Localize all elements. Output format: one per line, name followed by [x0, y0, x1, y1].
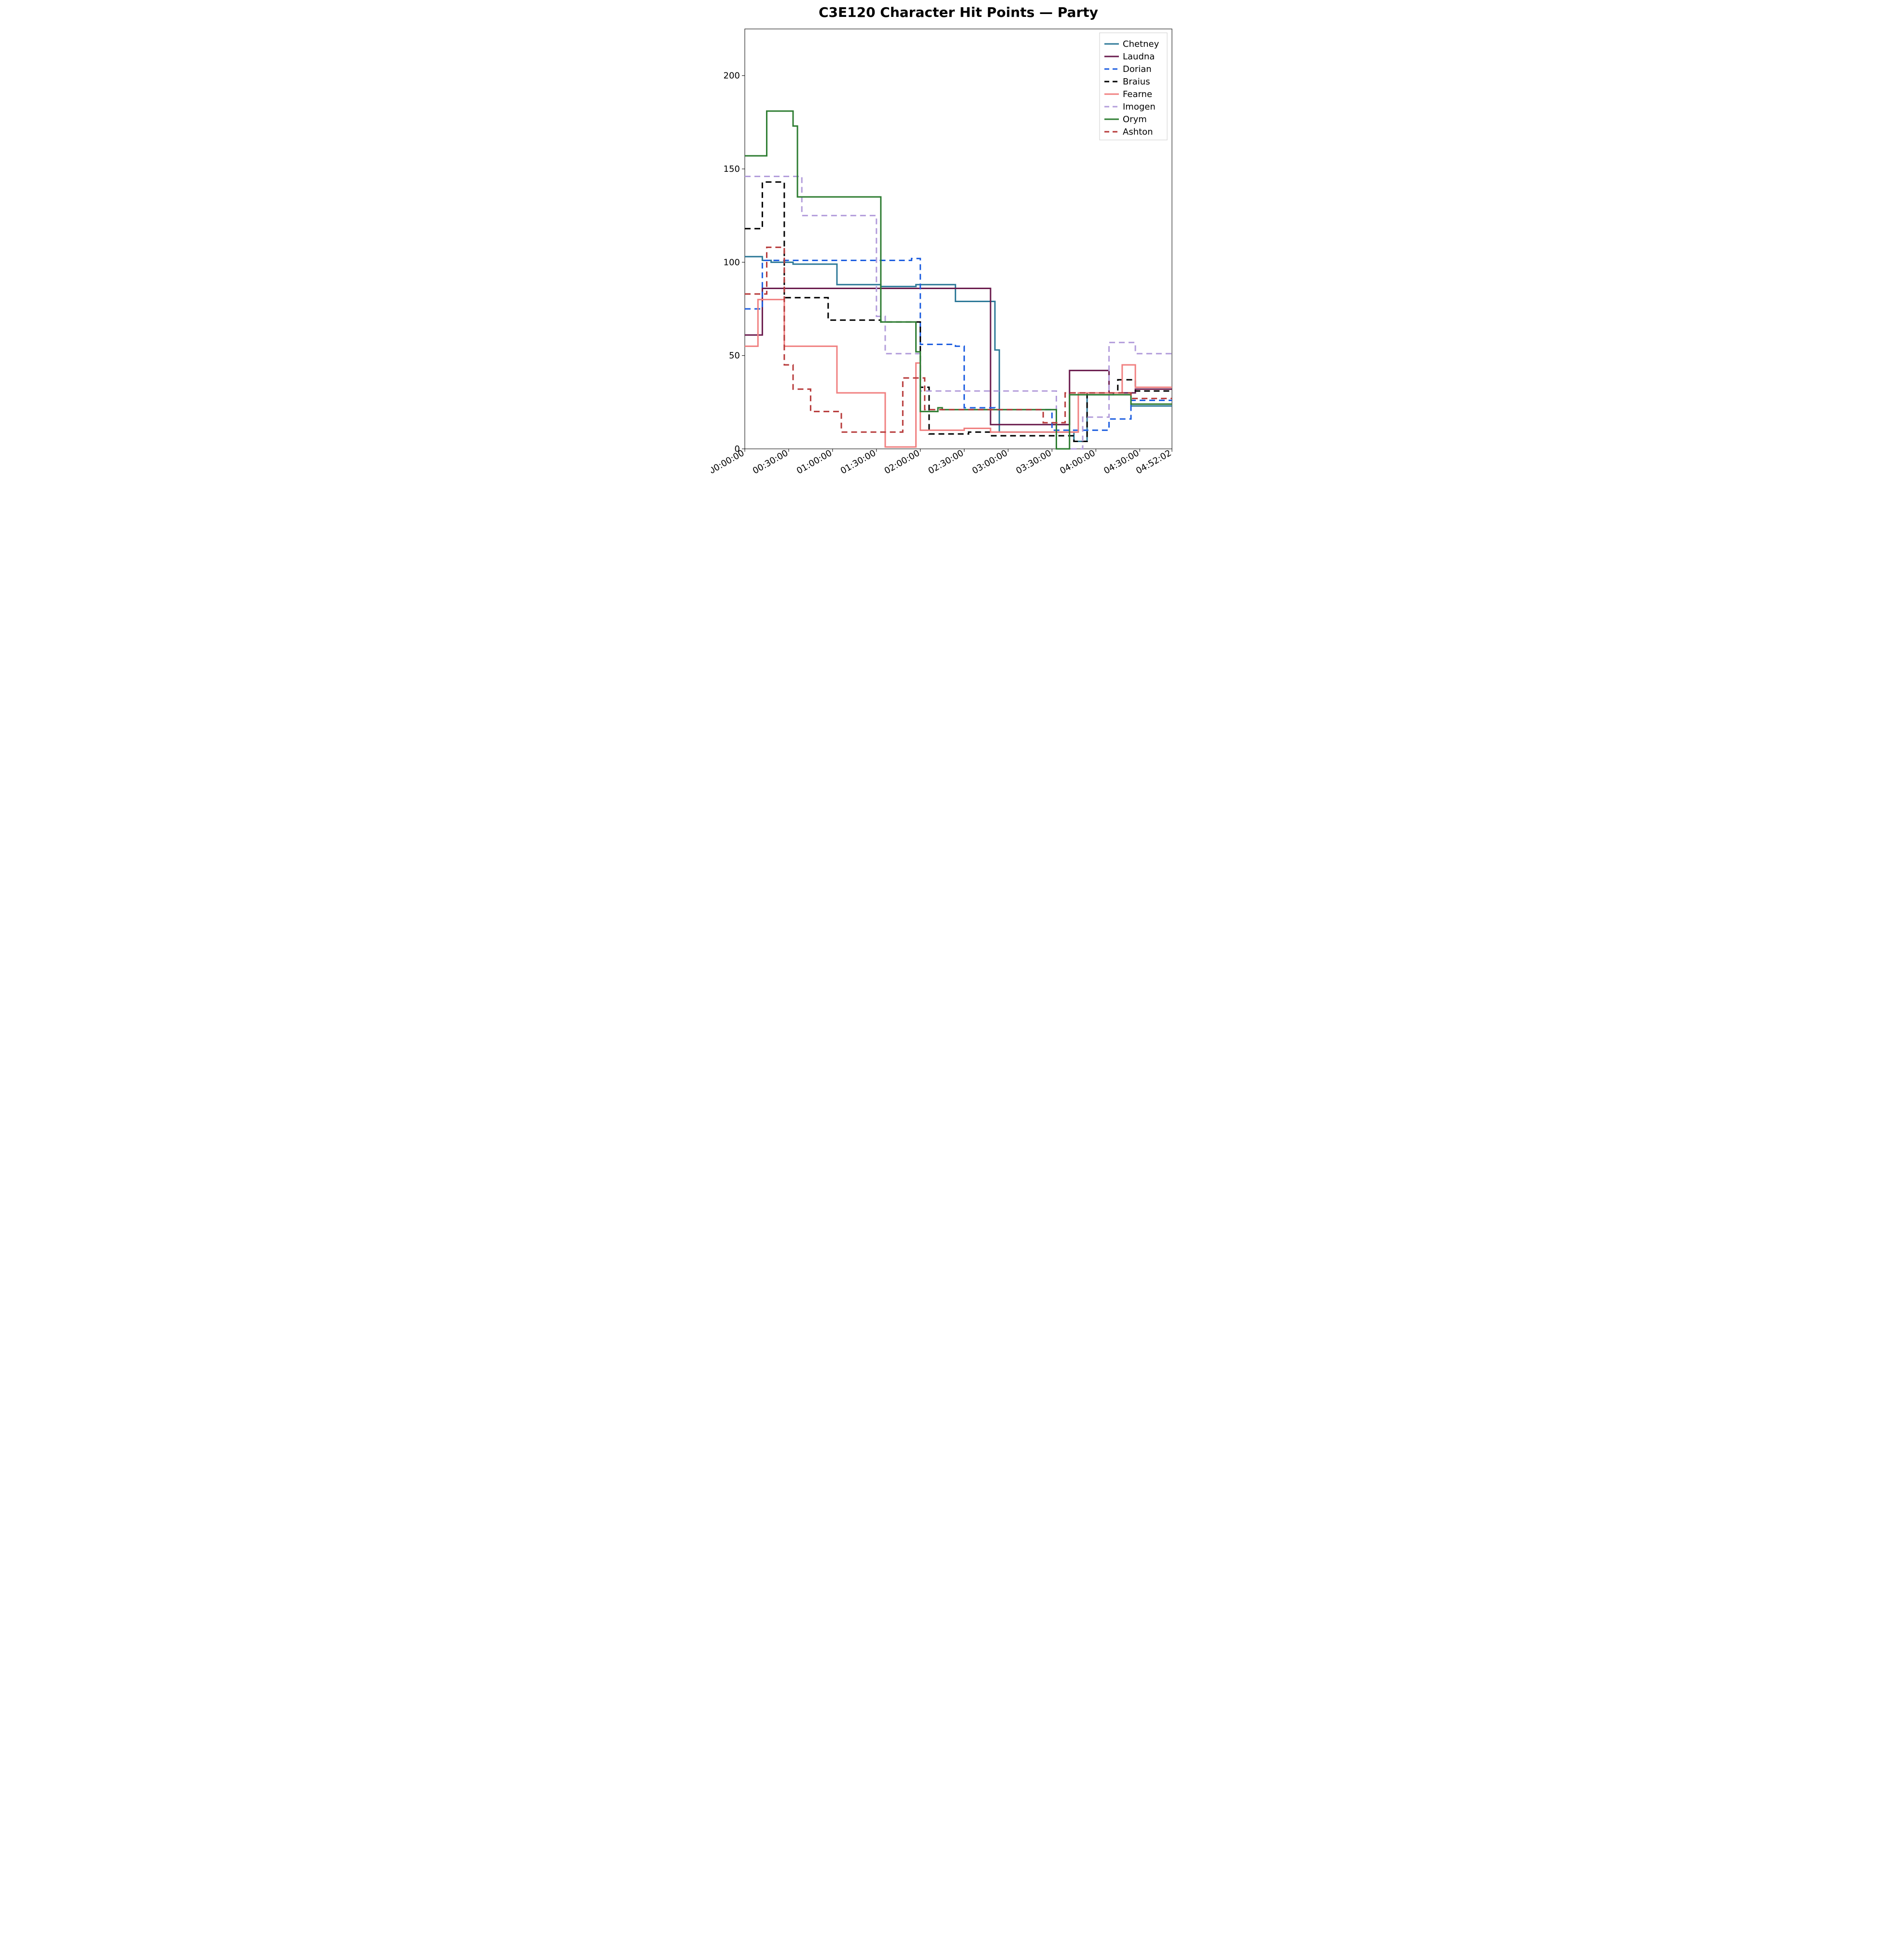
- legend-label: Orym: [1123, 114, 1147, 125]
- x-tick-label: 04:00:00: [1058, 448, 1097, 476]
- series-fearne: [745, 300, 1172, 447]
- legend-label: Imogen: [1123, 102, 1156, 112]
- y-tick-label: 150: [724, 164, 740, 174]
- series-chetney: [745, 257, 1172, 442]
- series-dorian: [745, 259, 1172, 431]
- y-tick-label: 50: [729, 351, 740, 361]
- chart-title: C3E120 Character Hit Points — Party: [819, 4, 1098, 20]
- legend-label: Laudna: [1123, 52, 1155, 62]
- hp-chart: C3E120 Character Hit Points — Party05010…: [711, 0, 1185, 490]
- x-tick-label: 01:00:00: [795, 448, 834, 476]
- legend-label: Braius: [1123, 77, 1150, 87]
- series-laudna: [745, 288, 1172, 424]
- series-braius: [745, 182, 1172, 441]
- legend-label: Ashton: [1123, 127, 1153, 137]
- legend-label: Dorian: [1123, 64, 1152, 74]
- series-ashton: [745, 247, 1172, 432]
- series-orym: [745, 111, 1172, 449]
- x-tick-label: 00:30:00: [751, 448, 790, 476]
- x-tick-label: 04:30:00: [1102, 448, 1141, 476]
- y-tick-label: 100: [724, 257, 740, 267]
- legend-label: Chetney: [1123, 39, 1159, 49]
- y-tick-label: 200: [724, 71, 740, 81]
- x-tick-label: 03:00:00: [970, 448, 1009, 476]
- x-tick-label: 02:00:00: [883, 448, 922, 476]
- x-tick-label: 04:52:02: [1134, 448, 1173, 476]
- x-tick-label: 00:00:00: [711, 448, 746, 476]
- legend-label: Fearne: [1123, 89, 1152, 99]
- chart-container: C3E120 Character Hit Points — Party05010…: [711, 0, 1185, 490]
- x-tick-label: 03:30:00: [1014, 448, 1053, 476]
- x-tick-label: 02:30:00: [927, 448, 966, 476]
- x-tick-label: 01:30:00: [839, 448, 878, 476]
- series-imogen: [745, 176, 1172, 449]
